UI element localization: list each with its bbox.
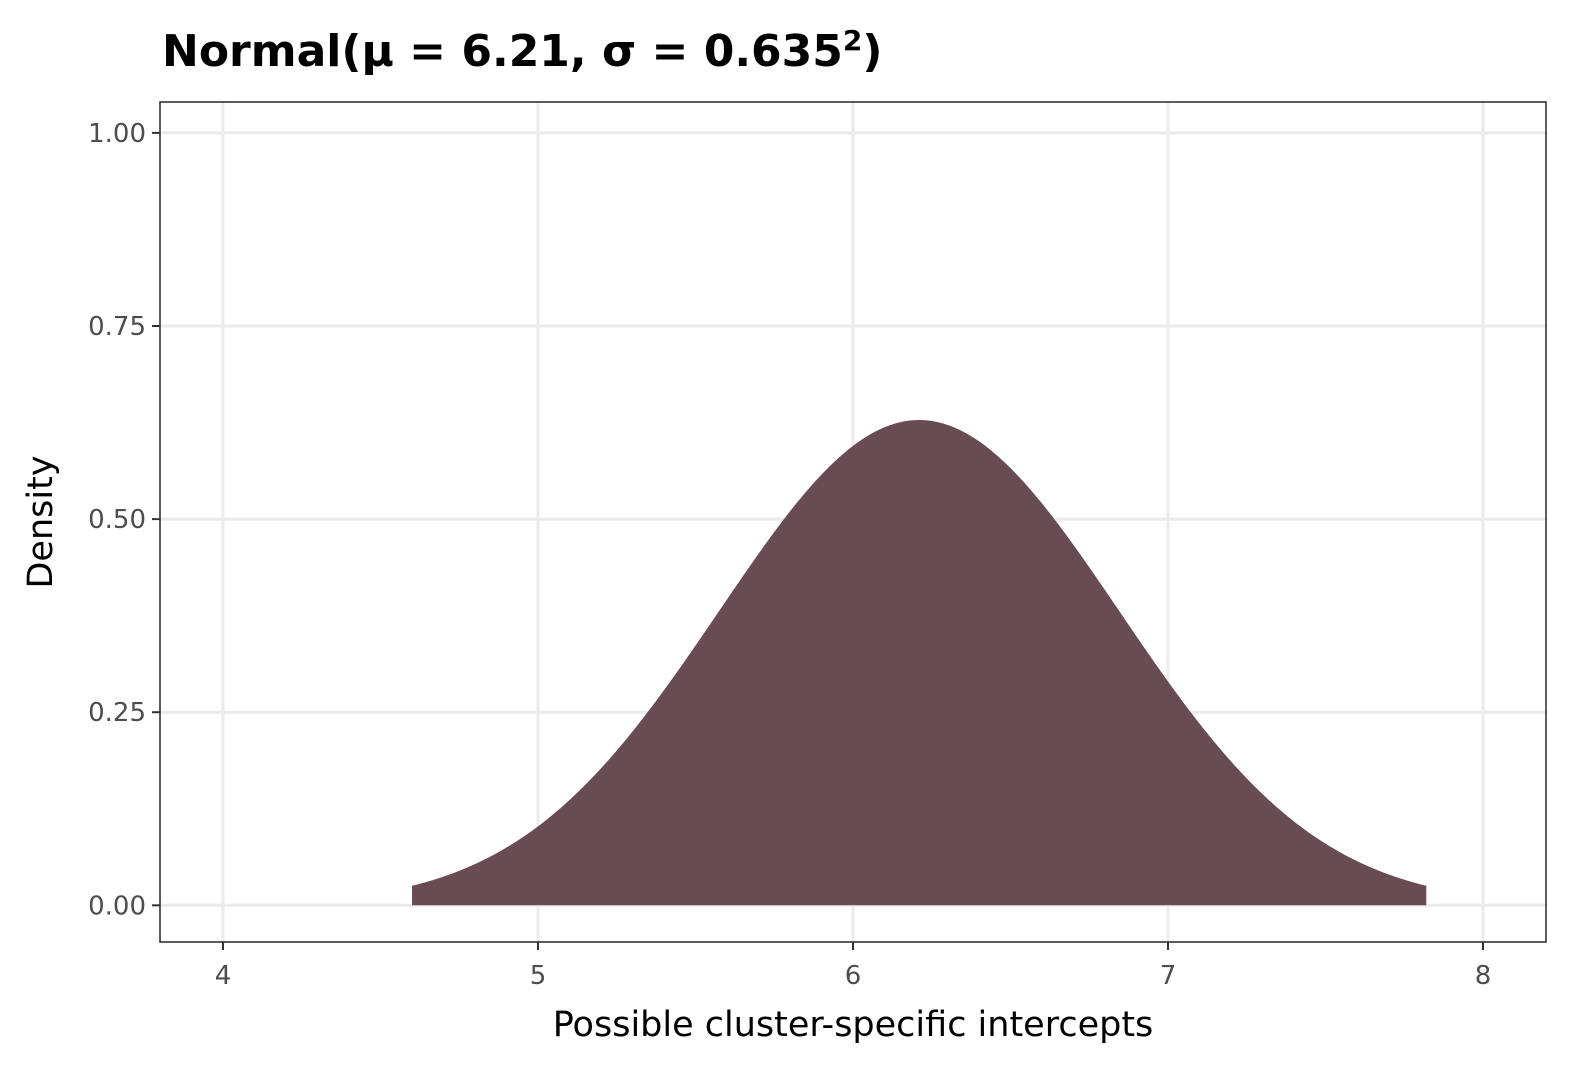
x-tick-label: 8: [1475, 961, 1492, 991]
x-tick-label: 6: [845, 961, 862, 991]
density-area-group: [412, 420, 1427, 906]
y-axis-title: Density: [21, 455, 61, 588]
x-tick-label: 5: [530, 961, 547, 991]
y-tick-label: 0.00: [88, 891, 146, 921]
x-axis-title: Possible cluster-specific intercepts: [553, 1005, 1154, 1045]
chart-title-superscript: 2: [843, 24, 862, 57]
y-tick-label: 0.75: [88, 312, 146, 342]
y-tick-label: 0.25: [88, 698, 146, 728]
axis-ticks: 4 5 6 7 8 0.00 0.25 0.50 0.75 1.00: [88, 119, 1491, 991]
y-tick-label: 1.00: [88, 119, 146, 149]
chart-title-main: Normal(μ = 6.21, σ = 0.635: [162, 26, 843, 77]
y-tick-label: 0.50: [88, 505, 146, 535]
chart-title-suffix: ): [862, 26, 882, 77]
density-area: [412, 420, 1427, 906]
grid: [160, 102, 1546, 942]
chart-title: Normal(μ = 6.21, σ = 0.6352): [162, 24, 883, 77]
x-tick-label: 4: [215, 961, 232, 991]
x-tick-label: 7: [1160, 961, 1177, 991]
